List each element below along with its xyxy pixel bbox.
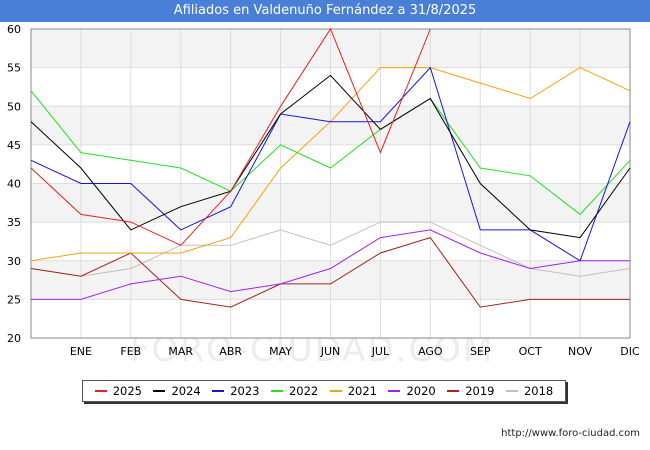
legend-swatch	[212, 390, 225, 392]
legend-swatch	[329, 390, 342, 392]
series-line-2025	[30, 27, 431, 246]
chart-legend: 2025 2024 2023 2022 2021 2020 2019 2018	[82, 380, 566, 402]
source-url: http://www.foro-ciudad.com	[501, 428, 640, 439]
legend-item-2022: 2022	[270, 384, 319, 398]
legend-swatch	[388, 390, 401, 392]
legend-item-2018: 2018	[505, 384, 554, 398]
y-tick-label: 25	[7, 293, 21, 306]
y-tick-label: 50	[7, 100, 21, 113]
x-tick-label: FEB	[120, 345, 141, 358]
legend-label: 2022	[288, 384, 319, 398]
legend-item-2019: 2019	[447, 384, 495, 398]
legend-label: 2020	[406, 384, 436, 398]
y-tick-label: 55	[7, 62, 21, 75]
x-tick-label: AGO	[418, 345, 443, 358]
y-tick-label: 30	[7, 255, 21, 268]
series-line-2020	[31, 229, 630, 300]
legend-label: 2025	[112, 384, 143, 398]
legend-item-2021: 2021	[329, 384, 378, 398]
legend-label: 2024	[171, 384, 201, 398]
legend-item-2025: 2025	[94, 384, 143, 398]
legend-item-2024: 2024	[153, 384, 201, 398]
x-tick-label: DIC	[620, 345, 640, 358]
x-tick-label: JUN	[320, 345, 341, 358]
x-tick-label: SEP	[470, 345, 491, 358]
legend-swatch	[270, 390, 283, 392]
legend-swatch	[505, 390, 518, 392]
x-tick-label: MAY	[269, 345, 292, 358]
x-tick-label: ENE	[70, 345, 92, 358]
series-line-2024	[30, 74, 631, 239]
legend-item-2023: 2023	[212, 384, 260, 398]
y-tick-label: 40	[7, 178, 21, 191]
legend-swatch	[153, 390, 166, 392]
legend-label: 2021	[347, 384, 378, 398]
legend-swatch	[94, 390, 107, 392]
legend-swatch	[447, 390, 460, 392]
x-tick-label: ABR	[219, 345, 242, 358]
legend-item-2020: 2020	[388, 384, 436, 398]
x-tick-label: MAR	[168, 345, 193, 358]
y-tick-label: 60	[7, 23, 21, 36]
legend-label: 2023	[230, 384, 260, 398]
y-tick-label: 20	[7, 332, 21, 345]
chart-title: Afiliados en Valdenuño Fernández a 31/8/…	[0, 0, 650, 22]
series-line-2022	[30, 90, 631, 216]
x-tick-label: NOV	[568, 345, 593, 358]
x-tick-label: JUL	[371, 345, 390, 358]
y-tick-label: 45	[7, 139, 21, 152]
y-tick-label: 35	[7, 216, 21, 229]
legend-label: 2018	[523, 384, 554, 398]
x-tick-label: OCT	[519, 345, 542, 358]
legend-label: 2019	[465, 384, 495, 398]
